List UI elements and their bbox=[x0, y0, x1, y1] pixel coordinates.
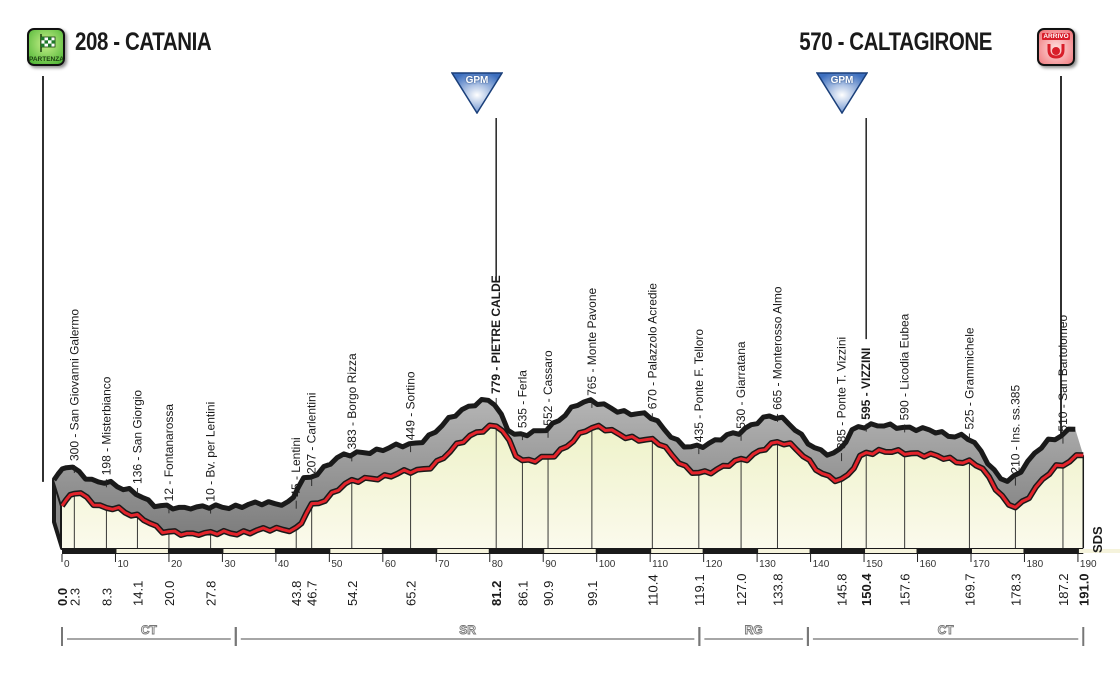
km-tick-label: 30 bbox=[224, 559, 236, 570]
km-tick-label: 70 bbox=[438, 559, 450, 570]
waypoint-label: 12 - Fontanarossa bbox=[162, 404, 176, 502]
waypoint-label: 210 - Ins. ss.385 bbox=[1008, 385, 1022, 474]
waypoint-km-label: 157.6 bbox=[898, 573, 913, 606]
waypoint-km-label: 150.4 bbox=[859, 573, 874, 606]
province-label: CT bbox=[938, 623, 955, 637]
waypoint-km-label: 65.2 bbox=[404, 581, 419, 606]
km-tick-label: 150 bbox=[866, 559, 883, 570]
waypoint-label: 779 - PIETRE CALDE bbox=[489, 275, 503, 394]
profile-road-line bbox=[59, 422, 1084, 538]
arrivo-label: ARRIVO bbox=[1042, 33, 1070, 40]
gpm-label: GPM bbox=[465, 75, 489, 86]
waypoint-km-label: 54.2 bbox=[345, 581, 360, 606]
finish-town-title: 570 - CALTAGIRONE bbox=[799, 28, 992, 56]
waypoint-km-label: 178.3 bbox=[1008, 573, 1023, 606]
waypoint-label: 435 - Ponte F. Telloro bbox=[692, 329, 706, 443]
waypoint-km-label: 119.1 bbox=[692, 574, 707, 606]
waypoint-label: 552 - Cassaro bbox=[541, 350, 555, 426]
waypoint-km-label: 27.8 bbox=[204, 581, 219, 606]
waypoint-km-label: 81.2 bbox=[489, 581, 504, 606]
waypoint-km-label: 191.0 bbox=[1076, 573, 1091, 606]
km-axis: 0 10 20 30 40 50 60 70 80 90 100 110 120 130 140 150 160… bbox=[61, 548, 1120, 570]
waypoint-label: 590 - Licodia Eubea bbox=[898, 313, 912, 420]
brand-logo: SDS bbox=[1090, 526, 1105, 553]
waypoint-km-label: 110.4 bbox=[645, 574, 660, 606]
km-tick-label: 120 bbox=[706, 559, 723, 570]
gpm-badge-icon: GPM bbox=[815, 72, 869, 115]
waypoint-km-label: 20.0 bbox=[162, 581, 177, 606]
waypoint-label: 136 - San Giorgio bbox=[130, 390, 144, 484]
waypoint-km-label: 145.8 bbox=[835, 573, 850, 606]
km-tick-label: 90 bbox=[545, 559, 557, 570]
km-tick-label: 20 bbox=[171, 559, 183, 570]
gpm-badge-icon: GPM bbox=[450, 72, 504, 115]
waypoint-label: 10 - Bv. per Lentini bbox=[204, 402, 218, 502]
waypoint-km-label: 169.7 bbox=[962, 573, 977, 606]
waypoint-km-label: 14.1 bbox=[130, 581, 145, 606]
waypoint-label: 198 - Misterbianco bbox=[99, 376, 113, 475]
start-town-title: 208 - CATANIA bbox=[75, 28, 212, 56]
km-tick-label: 160 bbox=[920, 559, 937, 570]
km-tick-label: 10 bbox=[117, 559, 129, 570]
waypoint-km-label: 99.1 bbox=[585, 581, 600, 606]
waypoint-km-label: 86.1 bbox=[515, 581, 530, 606]
waypoint-label: 765 - Monte Pavone bbox=[585, 288, 599, 396]
waypoint-label: 385 - Ponte T. Vizzini bbox=[835, 337, 849, 449]
province-label: CT bbox=[141, 623, 158, 637]
gpm-label: GPM bbox=[830, 75, 854, 86]
waypoint-km-label: 127.0 bbox=[734, 573, 749, 606]
waypoint-km-label: 8.3 bbox=[99, 588, 114, 606]
waypoint-label: 45 - Lentini bbox=[289, 437, 303, 496]
km-tick-label: 170 bbox=[973, 559, 990, 570]
km-labels: 0.02.3 8.3 14.1 20.0 27.8 43.8 46.7 54.2 65.2 81.… bbox=[55, 573, 1091, 606]
road-line bbox=[60, 424, 1084, 537]
waypoint-label: 449 - Sortino bbox=[404, 371, 418, 440]
province-bands: CT SR RG CT bbox=[61, 623, 1085, 646]
km-tick-label: 130 bbox=[759, 559, 776, 570]
km-tick-label: 50 bbox=[331, 559, 343, 570]
waypoint-label: 670 - Palazzolo Acredie bbox=[645, 283, 659, 409]
waypoint-km-label: 133.8 bbox=[770, 573, 785, 606]
province-label: SR bbox=[459, 623, 476, 637]
waypoint-km-label: 90.9 bbox=[541, 581, 556, 606]
waypoint-label: 207 - Carlentini bbox=[305, 393, 319, 474]
km-tick-label: 100 bbox=[599, 559, 616, 570]
finish-arch-icon bbox=[1047, 44, 1065, 59]
waypoint-label: 510 - San Bartolomeo bbox=[1056, 315, 1070, 432]
km-tick-label: 60 bbox=[385, 559, 397, 570]
km-tick-label: 180 bbox=[1026, 559, 1043, 570]
checkered-flag-icon bbox=[40, 34, 56, 52]
waypoint-label: 300 - San Giovanni Galermo bbox=[67, 309, 81, 461]
partenza-label: PARTENZA bbox=[29, 56, 64, 63]
waypoint-km-label: 2.3 bbox=[67, 588, 82, 606]
waypoint-label: 525 - Grammichele bbox=[962, 327, 976, 429]
waypoint-label: 535 - Ferla bbox=[515, 370, 529, 428]
waypoint-label: 530 - Giarratana bbox=[734, 341, 748, 429]
waypoint-km-label: 43.8 bbox=[289, 581, 304, 606]
waypoint-km-label: 187.2 bbox=[1056, 573, 1071, 606]
waypoint-droplines bbox=[73, 425, 1064, 548]
km-tick-label: 0 bbox=[64, 559, 70, 570]
arrivo-badge-icon: ARRIVO bbox=[1037, 28, 1075, 66]
start-finish-poles: SDS bbox=[42, 76, 1105, 553]
profile-base bbox=[52, 425, 1085, 550]
waypoint-labels: 300 - San Giovanni Galermo 198 - Misterbi… bbox=[67, 118, 1070, 514]
waypoint-km-label: 46.7 bbox=[305, 581, 320, 606]
province-label: RG bbox=[745, 623, 763, 637]
km-tick-label: 190 bbox=[1080, 559, 1097, 570]
waypoint-km-label: 0.0 bbox=[55, 588, 70, 606]
waypoint-label: 383 - Borgo Rizza bbox=[345, 353, 359, 449]
km-tick-label: 40 bbox=[278, 559, 290, 570]
waypoint-label: 595 - VIZZINI bbox=[859, 348, 873, 420]
partenza-badge-icon: PARTENZA bbox=[27, 28, 65, 66]
km-tick-label: 80 bbox=[492, 559, 504, 570]
waypoint-label: 665 - Monterosso Almo bbox=[770, 286, 784, 410]
km-tick-label: 140 bbox=[813, 559, 830, 570]
km-tick-label: 110 bbox=[652, 559, 668, 570]
